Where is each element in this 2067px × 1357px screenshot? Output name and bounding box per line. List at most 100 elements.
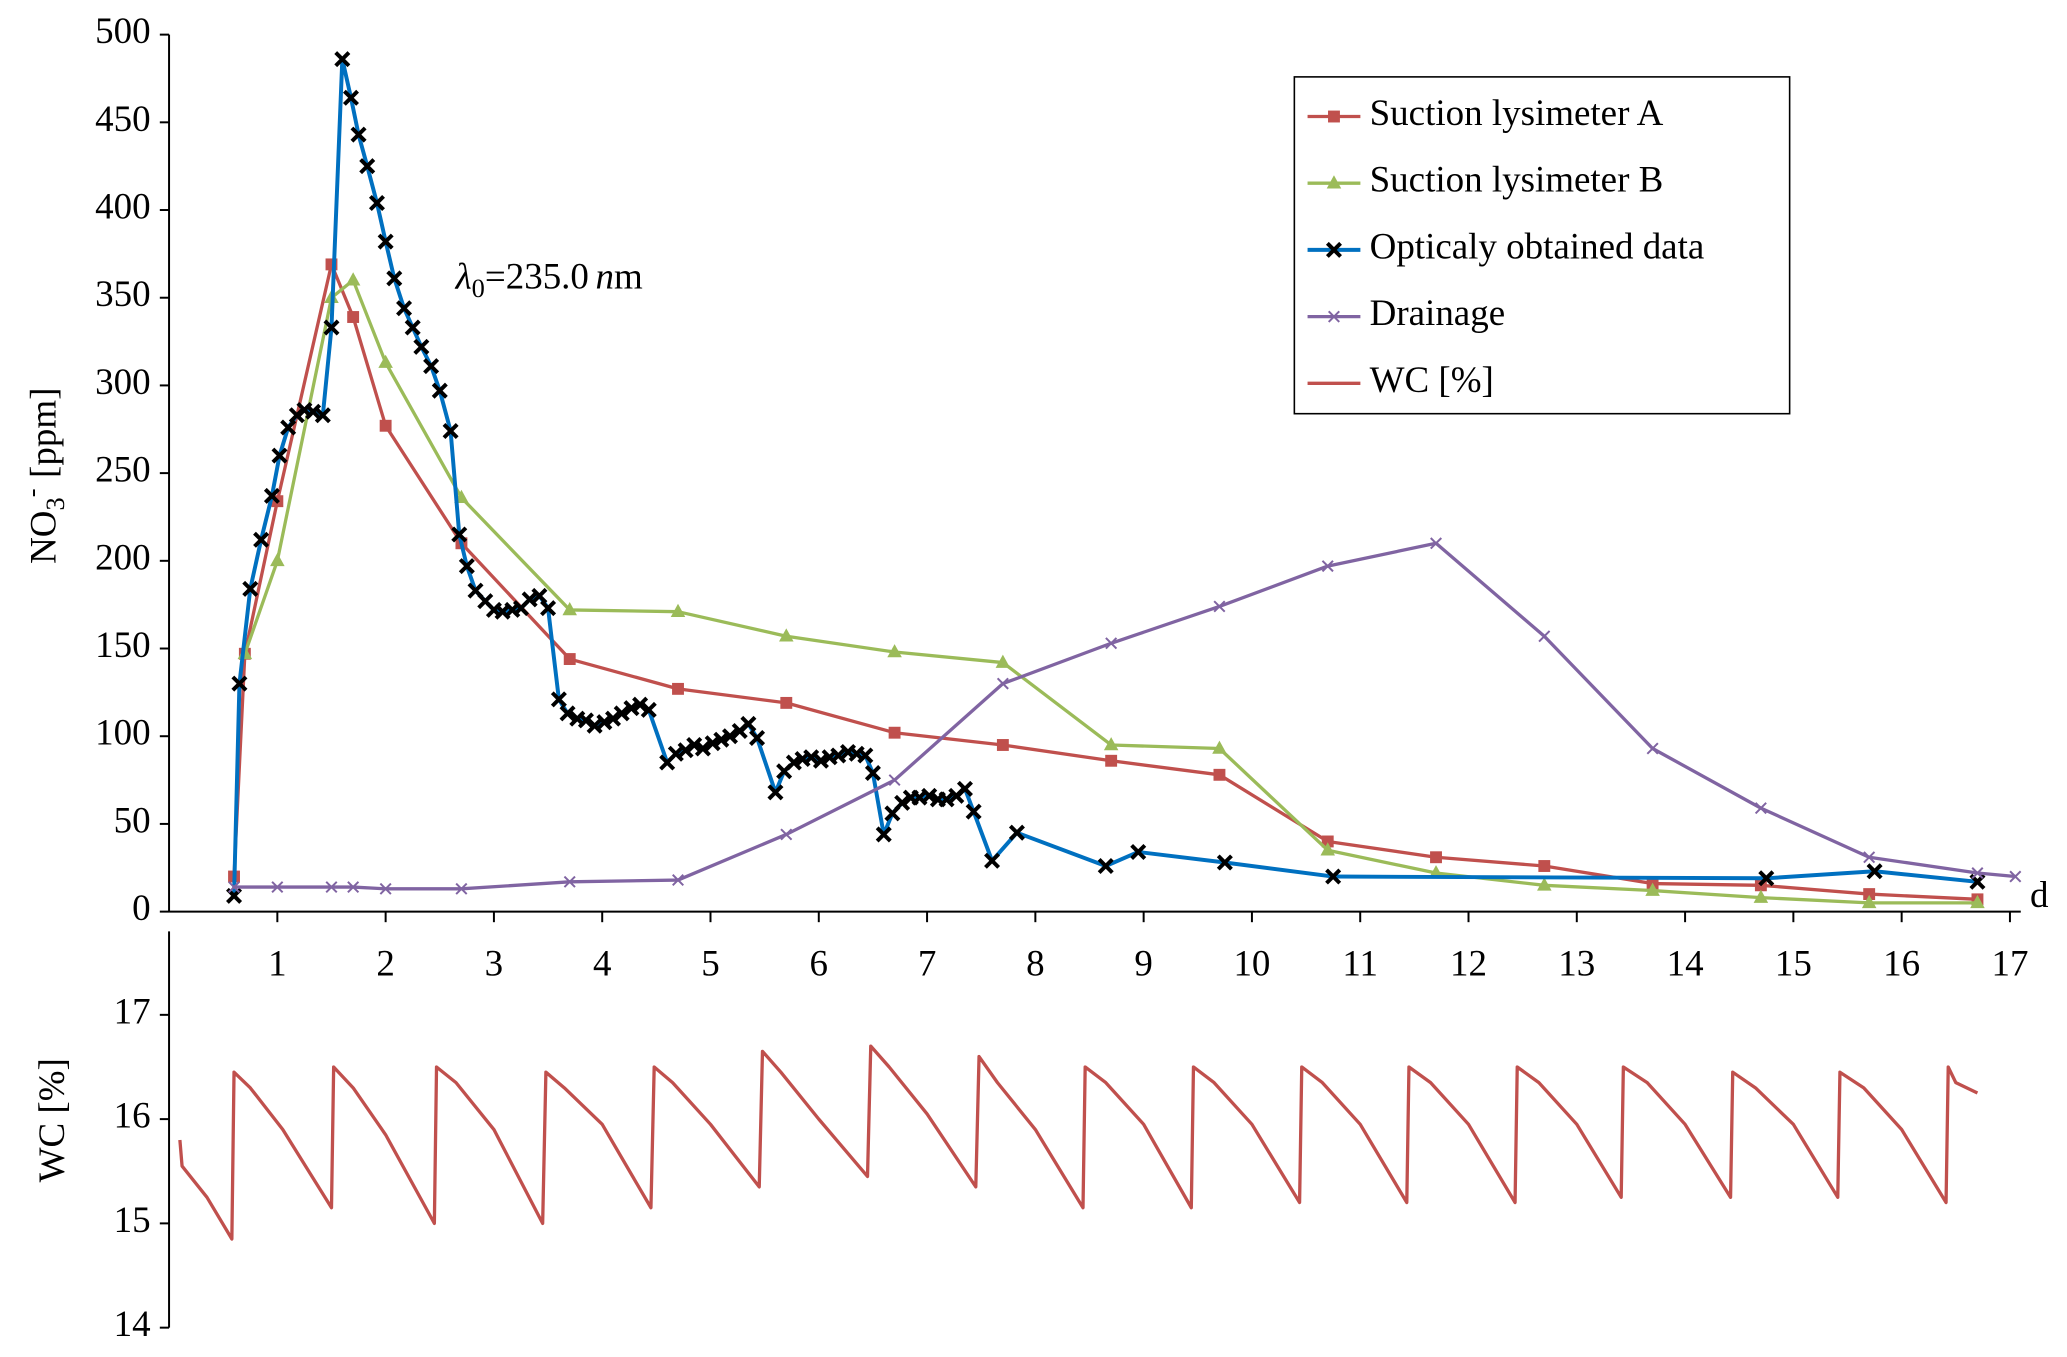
marker (596, 714, 613, 731)
series-line (234, 541, 2016, 891)
legend-label: Opticaly obtained data (1370, 225, 1705, 266)
y-tick-label: 16 (114, 1095, 151, 1136)
marker (404, 319, 421, 336)
marker (1753, 889, 1769, 903)
annotation: λ0=235.0 nm (455, 256, 643, 303)
marker (1971, 867, 1984, 880)
y-label-sub: 3 (40, 497, 70, 510)
marker (640, 701, 657, 718)
marker (623, 700, 640, 717)
marker (577, 712, 594, 729)
marker (350, 126, 367, 143)
y-axis-label: WC [%] (31, 1058, 72, 1182)
marker (864, 765, 881, 782)
marker (613, 705, 630, 722)
marker (672, 682, 684, 695)
marker (1320, 842, 1335, 856)
y-label-unit: [ppm] (23, 388, 64, 478)
marker (740, 715, 757, 732)
x-tick-label: 10 (1233, 943, 1270, 984)
marker (563, 875, 576, 888)
y-tick-label: 50 (114, 799, 151, 840)
marker (379, 419, 392, 432)
marker (670, 603, 686, 617)
marker (1212, 740, 1227, 754)
marker (2009, 870, 2022, 883)
legend-marker (1328, 110, 1340, 123)
marker (562, 602, 577, 616)
marker (749, 729, 766, 746)
marker (325, 258, 338, 271)
marker (686, 736, 703, 753)
marker (386, 270, 403, 287)
annotation-text: =235.0 (485, 256, 589, 297)
y-tick-label: 500 (95, 10, 150, 51)
marker (1105, 754, 1118, 767)
marker (458, 558, 475, 575)
legend-marker (1325, 241, 1342, 258)
marker (713, 731, 730, 748)
series-line (178, 1044, 1979, 1241)
marker (996, 677, 1009, 690)
x-tick-label: 8 (1026, 943, 1044, 984)
marker (1537, 877, 1552, 891)
y-tick-label: 0 (132, 887, 150, 928)
marker (271, 447, 288, 464)
y-axis-label: NO3- [ppm] (16, 388, 70, 564)
marker (342, 89, 359, 106)
marker (1754, 802, 1767, 815)
marker (888, 726, 901, 739)
legend-marker (1326, 175, 1342, 189)
marker (1758, 870, 1775, 887)
x-tick-label: 3 (485, 943, 503, 984)
x-tick-label: 14 (1667, 943, 1704, 984)
marker (1008, 824, 1025, 841)
marker (228, 881, 241, 894)
y-tick-label: 250 (95, 449, 150, 490)
marker (431, 382, 448, 399)
marker (323, 319, 340, 336)
y-tick-label: 400 (95, 186, 150, 227)
marker (377, 233, 394, 250)
marker (314, 407, 331, 424)
marker (1213, 768, 1226, 781)
marker (359, 158, 376, 175)
x-tick-label: 6 (810, 943, 828, 984)
marker (1538, 630, 1551, 643)
y-tick-label: 17 (114, 990, 151, 1031)
marker (875, 826, 892, 843)
legend-box (1293, 76, 1791, 415)
marker (857, 747, 874, 764)
marker (767, 784, 784, 801)
annotation-sub: 0 (472, 273, 485, 303)
marker (586, 717, 603, 734)
x-tick-label: 4 (593, 943, 611, 984)
marker (1861, 894, 1877, 909)
marker (704, 735, 721, 752)
marker (378, 354, 393, 368)
marker (632, 696, 649, 713)
marker (270, 552, 285, 567)
x-axis-label: d (2030, 874, 2049, 915)
legend-label: Drainage (1370, 292, 1505, 333)
marker (253, 531, 270, 548)
marker (1325, 868, 1342, 885)
marker (1130, 843, 1147, 860)
marker (677, 742, 694, 759)
x-tick-label: 9 (1134, 943, 1152, 984)
y-tick-label: 350 (95, 273, 150, 314)
marker (271, 881, 284, 894)
marker (231, 675, 248, 692)
y-tick-label: 200 (95, 536, 150, 577)
marker (521, 591, 538, 608)
marker (305, 403, 322, 420)
marker (413, 338, 430, 355)
x-tick-label: 12 (1450, 943, 1487, 984)
y-tick-label: 300 (95, 361, 150, 402)
y-tick-label: 15 (114, 1199, 151, 1240)
marker (803, 749, 820, 766)
marker (442, 423, 459, 440)
x-tick-label: 15 (1775, 943, 1812, 984)
marker (996, 739, 1009, 751)
marker (550, 691, 567, 708)
